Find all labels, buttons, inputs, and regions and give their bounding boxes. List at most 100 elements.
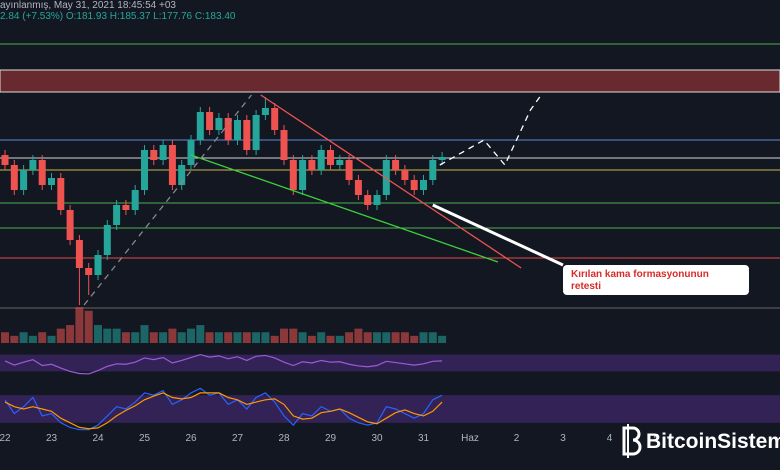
candle-body — [196, 112, 204, 140]
x-tick-label: 24 — [92, 433, 104, 444]
volume-bar — [252, 332, 261, 343]
candle-body — [38, 160, 46, 185]
candle-body — [94, 255, 102, 275]
volume-bar — [345, 332, 354, 343]
volume-bar — [261, 332, 270, 343]
candle-body — [382, 160, 390, 195]
volume-bar — [159, 332, 168, 343]
candle-body — [187, 140, 195, 165]
candle-body — [178, 165, 186, 185]
candle-body — [131, 190, 139, 210]
candle-body — [327, 150, 334, 165]
candle-body — [289, 160, 297, 190]
candle-body — [234, 120, 241, 140]
candle-body — [438, 157, 446, 160]
candle-body — [364, 195, 372, 205]
volume-bar — [410, 335, 419, 343]
volume-bar — [1, 332, 9, 343]
candle-body — [392, 160, 400, 170]
volume-bar — [289, 328, 298, 343]
volume-bar — [242, 332, 251, 343]
candle-body — [85, 268, 93, 275]
candle-body — [113, 205, 121, 225]
x-tick-label: 2 — [514, 433, 520, 444]
candle-body — [243, 120, 251, 150]
x-tick-label: 3 — [560, 433, 566, 444]
volume-bar — [149, 332, 158, 343]
x-tick-label: 25 — [139, 433, 151, 444]
ohlc-header: 2.84 (+7.53%) O:181.93 H:185.37 L:177.76… — [0, 11, 236, 22]
candle-body — [401, 170, 409, 180]
stoch-k-line — [4, 387, 443, 431]
candle-body — [10, 165, 18, 190]
volume-bar — [391, 332, 400, 343]
volume-bar — [121, 332, 130, 343]
candle-body — [271, 108, 279, 130]
candle-body — [48, 178, 55, 185]
stoch-band — [0, 395, 780, 423]
candle-body — [150, 150, 158, 160]
candle-body — [1, 155, 9, 165]
candle-body — [429, 160, 437, 180]
volume-bar — [419, 332, 428, 343]
x-tick-label: 26 — [185, 433, 197, 444]
volume-bar — [84, 310, 93, 343]
volume-bar — [187, 328, 195, 343]
volume-bar — [280, 328, 288, 343]
x-tick-label: 5 — [653, 433, 659, 444]
volume-bar — [56, 328, 65, 343]
volume-bar — [112, 328, 121, 343]
volume-bar — [75, 307, 84, 343]
volume-bar — [214, 332, 223, 343]
candle-body — [345, 160, 353, 180]
candle-body — [122, 205, 130, 210]
stoch-d-line — [4, 392, 443, 430]
candle-body — [336, 160, 344, 165]
candle-body — [29, 160, 37, 170]
volume-bar — [177, 332, 186, 343]
candle-body — [308, 160, 316, 170]
rsi-band — [0, 354, 780, 372]
volume-bar — [438, 335, 447, 343]
volume-bar — [307, 335, 316, 343]
resistance-zone — [0, 69, 780, 93]
candle-body — [57, 178, 65, 210]
volume-bar — [326, 335, 335, 343]
trend-line — [190, 154, 499, 263]
volume-bar — [19, 332, 28, 343]
candle-body — [224, 118, 232, 140]
rsi-line — [4, 353, 443, 375]
header: ayınlanmış, May 31, 2021 18:45:54 +03 — [0, 0, 176, 11]
x-tick-label: 27 — [232, 433, 244, 444]
candle-body — [252, 115, 260, 150]
x-tick-label: Haz — [461, 433, 479, 444]
volume-bar — [47, 335, 56, 343]
x-tick-label: 28 — [278, 433, 290, 444]
volume-bar — [233, 332, 242, 343]
volume-bar — [363, 332, 372, 343]
candle-body — [103, 225, 111, 255]
callout: Kırılan kama formasyonunun retesti — [563, 265, 749, 295]
candle-body — [66, 210, 74, 240]
volume-bar — [94, 325, 102, 343]
trend-line — [439, 96, 541, 167]
candle-body — [261, 108, 269, 115]
volume-bar — [196, 325, 205, 343]
volume-bar — [373, 332, 381, 343]
volume-bar — [140, 325, 149, 343]
x-tick-label: 30 — [371, 433, 383, 444]
trend-line — [83, 94, 252, 306]
volume-bar — [28, 335, 37, 343]
candle-body — [168, 145, 176, 185]
volume-bar — [354, 328, 363, 343]
candle-body — [410, 180, 418, 190]
watermark: BitcoinSistemi — [646, 430, 780, 453]
volume-bar — [382, 332, 391, 343]
candle-body — [299, 160, 307, 190]
trend-line — [432, 203, 564, 267]
candle-body — [317, 150, 325, 170]
volume-bar — [205, 332, 214, 343]
volume-bar — [168, 328, 177, 343]
